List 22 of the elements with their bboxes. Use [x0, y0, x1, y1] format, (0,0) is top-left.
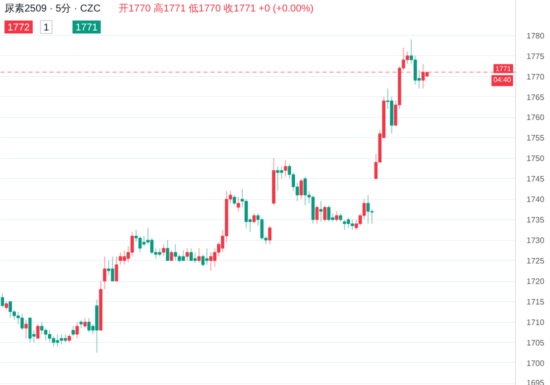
y-tick-label: 1730 [526, 236, 545, 246]
y-tick-label: 1705 [526, 338, 545, 348]
y-tick-label: 1765 [526, 92, 545, 102]
y-tick-label: 1740 [526, 195, 545, 204]
y-tick-label: 1700 [526, 358, 545, 368]
chart-title: 尿素2509 · 5分 · CZC [4, 2, 101, 14]
y-tick-label: 1750 [526, 154, 545, 164]
chart-subtitle: 开1770 高1771 低1770 收1771 +0 (+0.00%) [118, 2, 314, 14]
y-tick-label: 1755 [526, 134, 545, 143]
annotation: 1 [44, 22, 50, 34]
y-tick-label: 1745 [526, 174, 545, 184]
y-tick-label: 1725 [526, 256, 545, 266]
y-tick-label: 1780 [526, 31, 545, 40]
annotation: 1771 [76, 22, 98, 34]
annotation: 1772 [8, 22, 30, 34]
y-tick-label: 1760 [526, 113, 545, 122]
y-tick-label: 1710 [526, 318, 545, 328]
y-tick-label: 1735 [526, 216, 545, 225]
y-tick-label: 1720 [526, 277, 545, 286]
y-tick-label: 1715 [526, 298, 545, 307]
y-tick-label: 1775 [526, 52, 545, 61]
y-tick-label: 1770 [526, 72, 545, 82]
